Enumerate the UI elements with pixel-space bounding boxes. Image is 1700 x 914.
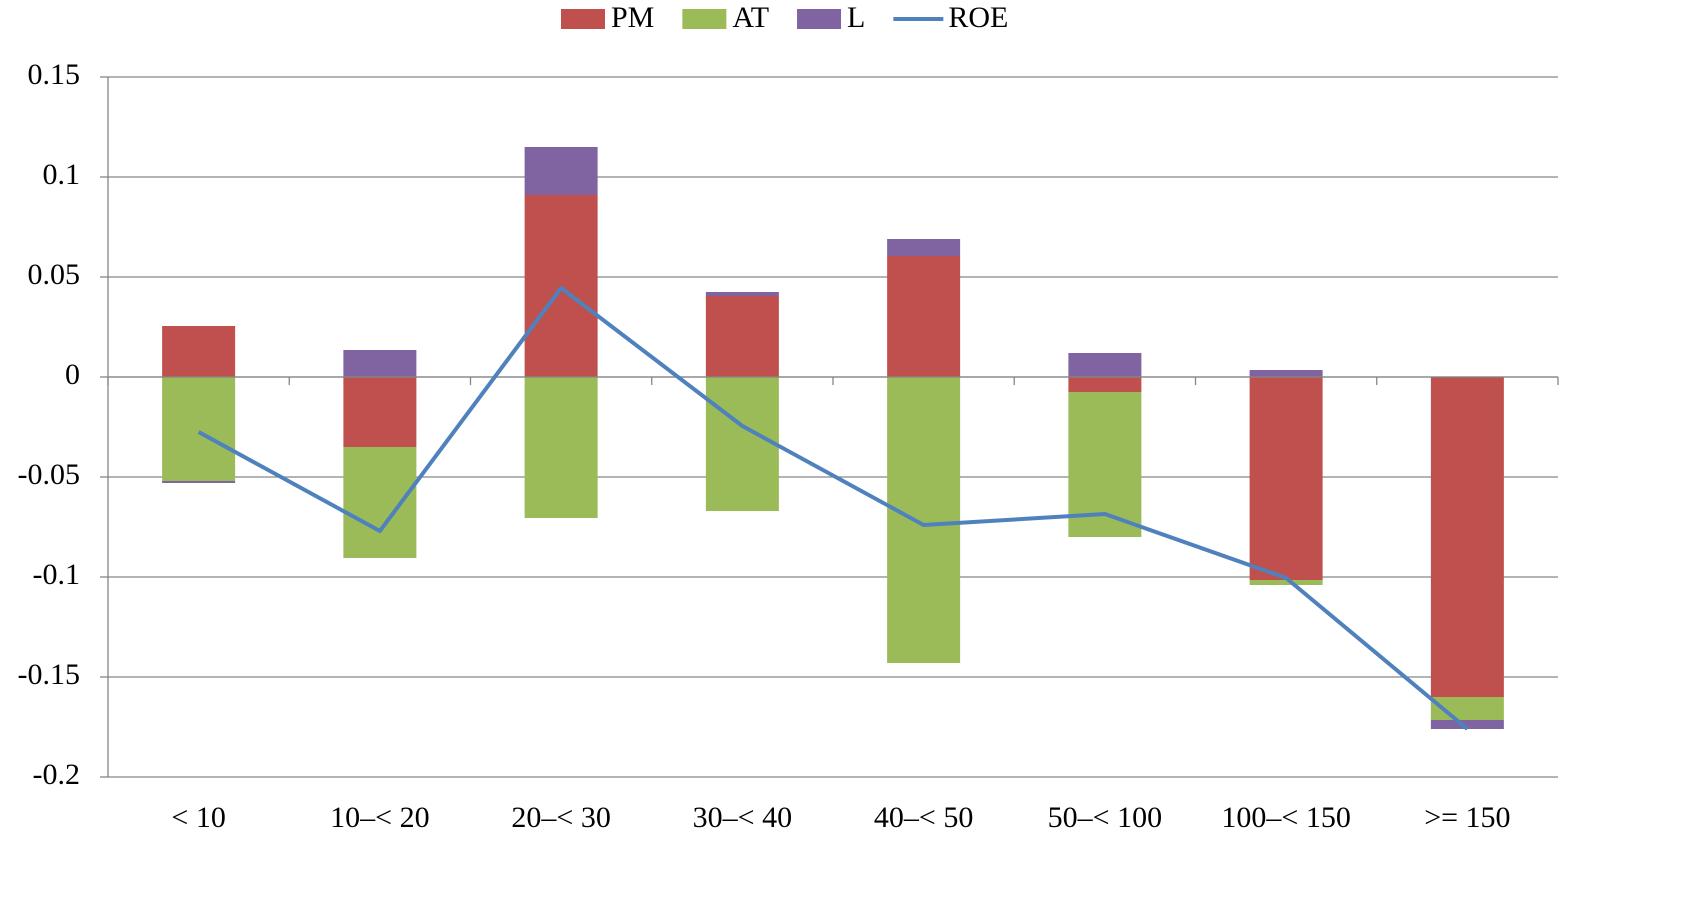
bar: [705, 377, 779, 511]
bar: [343, 447, 417, 558]
bar: [1249, 377, 1323, 580]
legend-swatch: [682, 9, 727, 29]
x-tick-label: 40–< 50: [874, 801, 973, 834]
bar: [524, 147, 598, 195]
bar: [1068, 353, 1142, 377]
legend-label: ROE: [948, 1, 1008, 34]
bar: [887, 256, 961, 377]
legend-label: L: [847, 1, 865, 34]
x-tick-label: 10–< 20: [330, 801, 429, 834]
x-tick-label: 30–< 40: [693, 801, 792, 834]
line-series: [197, 286, 1469, 731]
legend-label: AT: [732, 1, 769, 34]
x-tick-label: >= 150: [1424, 801, 1510, 834]
bar: [1249, 370, 1323, 377]
bar: [162, 481, 236, 483]
bar: [887, 377, 961, 663]
legend-swatch: [797, 9, 842, 29]
bar: [1249, 580, 1323, 585]
bar: [1430, 720, 1504, 729]
bar: [524, 195, 598, 377]
bar: [705, 296, 779, 377]
x-tick-label: 50–< 100: [1048, 801, 1162, 834]
y-tick-label: -0.2: [33, 758, 81, 791]
y-tick-label: 0.05: [28, 258, 81, 291]
legend-label: PM: [611, 1, 654, 34]
y-tick-label: -0.1: [33, 558, 81, 591]
bar: [162, 377, 236, 481]
y-tick-label: -0.15: [18, 658, 81, 691]
bar: [343, 377, 417, 447]
y-tick-label: -0.05: [18, 458, 81, 491]
y-tick-label: 0: [65, 358, 80, 391]
bar: [705, 292, 779, 296]
bar: [343, 350, 417, 377]
x-tick-label: < 10: [171, 801, 225, 834]
bar: [524, 377, 598, 518]
legend-swatch: [561, 9, 605, 29]
bar: [1430, 377, 1504, 697]
bar: [1068, 377, 1142, 392]
x-tick-label: 100–< 150: [1221, 801, 1350, 834]
x-tick-label: 20–< 30: [511, 801, 610, 834]
bar: [162, 326, 236, 377]
y-tick-label: 0.1: [43, 158, 81, 191]
bar: [887, 239, 961, 256]
y-tick-label: 0.15: [28, 58, 81, 91]
